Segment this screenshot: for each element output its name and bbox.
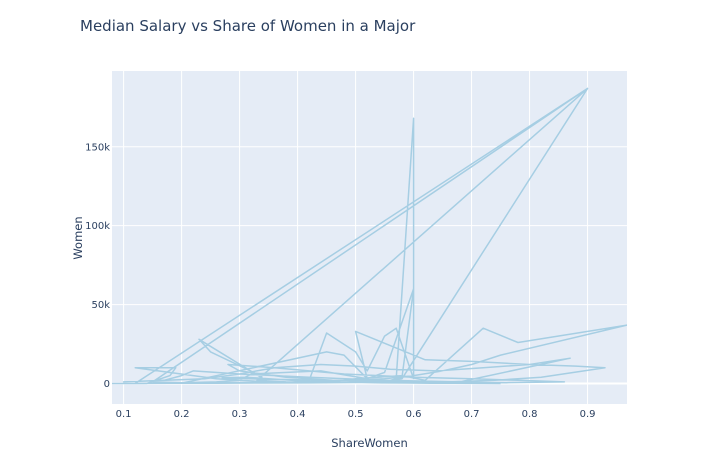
x-tick-label: 0.2 [174, 409, 190, 420]
x-tick-label: 0.9 [580, 409, 596, 420]
y-axis-title: Women [71, 216, 85, 259]
x-tick-label: 0.1 [116, 409, 132, 420]
y-tick-label: 100k [85, 221, 110, 232]
x-axis-title: ShareWomen [331, 436, 408, 450]
series-line [112, 87, 627, 385]
x-tick-label: 0.5 [348, 409, 364, 420]
x-tick-label: 0.4 [290, 409, 306, 420]
x-tick-label: 0.7 [464, 409, 480, 420]
y-tick-label: 0 [104, 379, 110, 390]
plot-area [112, 71, 627, 404]
x-tick-label: 0.8 [522, 409, 538, 420]
chart-title: Median Salary vs Share of Women in a Maj… [80, 17, 416, 35]
tick-labels: 0.1 0.2 0.3 0.4 0.5 0.6 0.7 0.8 0.9 0 50k 100k 150k [85, 142, 595, 420]
x-tick-label: 0.3 [232, 409, 248, 420]
series-layer [112, 87, 627, 385]
y-tick-label: 50k [91, 300, 110, 311]
x-tick-label: 0.6 [406, 409, 422, 420]
y-tick-label: 150k [85, 142, 110, 153]
